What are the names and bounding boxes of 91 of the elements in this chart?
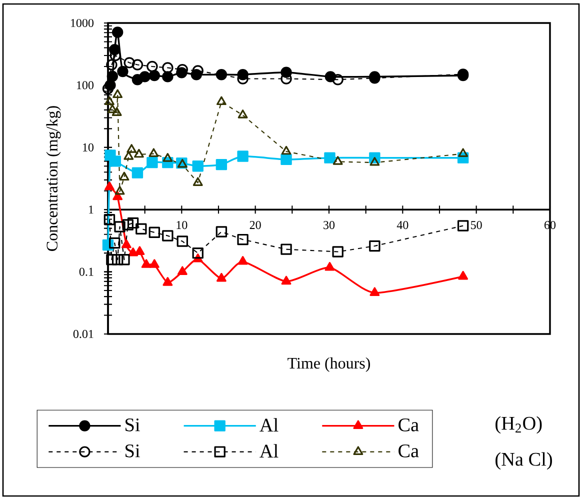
point <box>216 226 228 238</box>
point <box>139 71 150 82</box>
point <box>146 156 158 168</box>
point <box>370 287 380 296</box>
y-tick-label: 10 <box>83 143 94 152</box>
point <box>104 182 114 190</box>
point <box>457 220 469 232</box>
point <box>162 62 174 74</box>
point <box>162 71 174 82</box>
x-axis-title: Time (hours) <box>288 357 370 372</box>
point <box>281 276 292 285</box>
point <box>162 230 174 242</box>
point <box>106 70 118 82</box>
point <box>106 254 118 266</box>
point <box>458 148 468 157</box>
point <box>238 110 248 118</box>
point <box>281 146 292 155</box>
x-tick-label: 10 <box>176 220 188 230</box>
point <box>192 160 204 172</box>
point <box>162 153 173 162</box>
point <box>126 144 137 153</box>
point <box>109 237 120 249</box>
point <box>216 272 226 282</box>
point <box>176 236 188 247</box>
point <box>122 219 134 230</box>
point <box>216 158 228 170</box>
point <box>114 221 126 232</box>
point <box>107 104 118 114</box>
point <box>237 234 248 246</box>
point <box>177 266 188 275</box>
point <box>370 156 380 166</box>
point <box>110 156 121 167</box>
point <box>192 177 203 186</box>
y-tick-label: 1 <box>89 206 94 214</box>
point <box>162 277 173 286</box>
point <box>112 89 123 98</box>
legend-label: Ca <box>398 418 419 432</box>
point <box>192 247 204 259</box>
point <box>136 223 147 234</box>
point <box>104 96 114 106</box>
point <box>117 66 128 78</box>
legend-label: Al <box>260 444 278 458</box>
y-tick-label: 0.01 <box>73 330 94 338</box>
point <box>124 151 134 160</box>
point <box>324 152 336 164</box>
point <box>141 259 152 268</box>
point <box>104 214 116 226</box>
point <box>112 107 122 116</box>
point <box>332 74 344 86</box>
point <box>132 167 144 178</box>
point <box>280 154 292 166</box>
point <box>134 246 145 255</box>
point <box>237 150 248 162</box>
legend-label: Al <box>260 418 278 432</box>
legend-label: Ca <box>398 444 419 458</box>
point <box>148 148 159 157</box>
point <box>280 244 292 255</box>
point <box>148 226 160 238</box>
point <box>238 256 248 265</box>
point <box>216 69 228 80</box>
x-tick-label: 30 <box>324 220 335 230</box>
point <box>332 246 344 258</box>
point <box>112 26 124 38</box>
point <box>119 172 130 181</box>
point <box>369 240 380 252</box>
point <box>332 156 343 165</box>
y-tick-label: 0.1 <box>79 268 94 276</box>
point <box>114 186 125 195</box>
y-tick-label: 100 <box>77 81 94 90</box>
point <box>121 239 132 248</box>
y-axis-title: Concentration (mg/kg) <box>46 106 61 251</box>
y-tick-label: 1000 <box>71 18 94 28</box>
point <box>149 259 160 268</box>
point <box>118 254 130 266</box>
legend-label: Si <box>126 418 140 432</box>
point <box>134 148 144 158</box>
point <box>132 59 144 70</box>
x-tick-label: 50 <box>471 220 482 230</box>
x-tick-label: 20 <box>250 220 261 230</box>
point <box>146 60 158 72</box>
text: (H$_{2}$O) <box>496 416 542 434</box>
point <box>127 217 139 229</box>
point <box>124 57 135 68</box>
x-tick-label: 40 <box>396 220 408 230</box>
point <box>458 270 468 280</box>
legend-label: Si <box>126 444 140 458</box>
point <box>112 254 124 266</box>
text: (Na Cl) <box>496 452 552 470</box>
point <box>324 262 335 271</box>
point <box>216 96 226 106</box>
point <box>148 70 160 82</box>
